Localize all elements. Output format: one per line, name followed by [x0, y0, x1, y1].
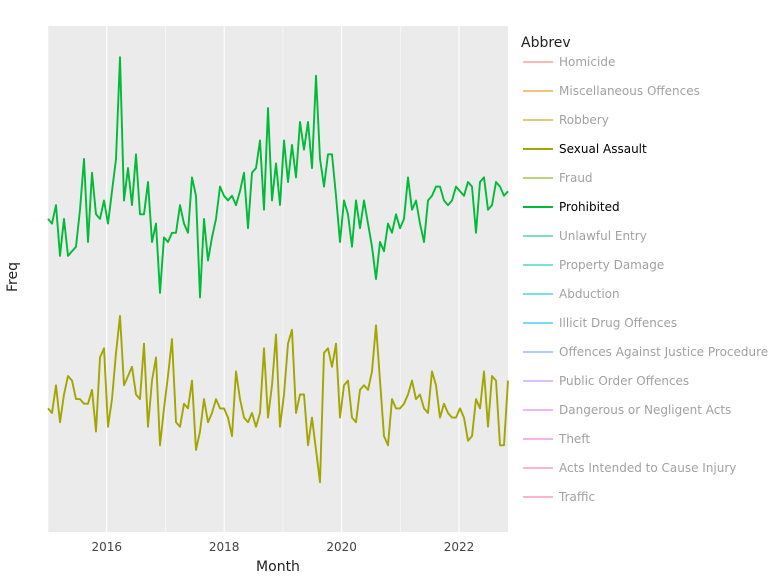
- legend-label: Offences Against Justice Procedure: [559, 345, 768, 359]
- legend-label: Acts Intended to Cause Injury: [559, 461, 736, 475]
- legend-item-prohibited[interactable]: Prohibited: [523, 200, 620, 214]
- legend-item-abduction[interactable]: Abduction: [523, 287, 620, 301]
- series-line-sexual-assault[interactable]: [47, 315, 509, 484]
- legend-label: Robbery: [559, 113, 609, 127]
- x-tick-label: 2020: [326, 540, 357, 554]
- legend-item-illicit-drug-offences[interactable]: Illicit Drug Offences: [523, 316, 677, 330]
- x-tick-label: 2016: [91, 540, 122, 554]
- legend-item-property-damage[interactable]: Property Damage: [523, 258, 664, 272]
- legend-item-robbery[interactable]: Robbery: [523, 113, 609, 127]
- legend-item-unlawful-entry[interactable]: Unlawful Entry: [523, 229, 647, 243]
- x-tick-label: 2022: [444, 540, 475, 554]
- y-axis-title: Freq: [5, 262, 21, 292]
- legend-label: Illicit Drug Offences: [559, 316, 677, 330]
- legend-label: Traffic: [558, 490, 595, 504]
- legend-label: Public Order Offences: [559, 374, 689, 388]
- legend-label: Abduction: [559, 287, 620, 301]
- legend-item-traffic[interactable]: Traffic: [523, 490, 595, 504]
- legend-item-acts-intended-to-cause-injury[interactable]: Acts Intended to Cause Injury: [523, 461, 736, 475]
- legend-item-public-order-offences[interactable]: Public Order Offences: [523, 374, 689, 388]
- legend-item-fraud[interactable]: Fraud: [523, 171, 593, 185]
- series-line-prohibited[interactable]: [47, 56, 509, 299]
- legend-label: Prohibited: [559, 200, 620, 214]
- legend-item-dangerous-or-negligent-acts[interactable]: Dangerous or Negligent Acts: [523, 403, 731, 417]
- legend-item-offences-against-justice-procedure[interactable]: Offences Against Justice Procedure: [523, 345, 768, 359]
- legend-item-homicide[interactable]: Homicide: [523, 55, 615, 69]
- legend-item-theft[interactable]: Theft: [523, 432, 590, 446]
- legend-item-miscellaneous-offences[interactable]: Miscellaneous Offences: [523, 84, 700, 98]
- legend[interactable]: Homicide Miscellaneous Offences Robbery Sex…: [523, 55, 768, 504]
- legend-label: Fraud: [559, 171, 593, 185]
- legend-label: Theft: [558, 432, 590, 446]
- legend-label: Property Damage: [559, 258, 664, 272]
- legend-item-sexual-assault[interactable]: Sexual Assault: [523, 142, 647, 156]
- x-tick-label: 2018: [209, 540, 240, 554]
- legend-label: Dangerous or Negligent Acts: [559, 403, 731, 417]
- legend-title: Abbrev: [521, 35, 571, 51]
- series-lines: [47, 56, 509, 484]
- x-tick-labels: 2016 2018 2020 2022: [91, 540, 474, 554]
- legend-label: Homicide: [559, 55, 615, 69]
- grid-lines: [47, 26, 460, 532]
- legend-label: Unlawful Entry: [559, 229, 647, 243]
- x-axis-title: Month: [256, 559, 300, 575]
- legend-label: Sexual Assault: [559, 142, 647, 156]
- plot-panel: [48, 26, 508, 532]
- legend-label: Miscellaneous Offences: [559, 84, 700, 98]
